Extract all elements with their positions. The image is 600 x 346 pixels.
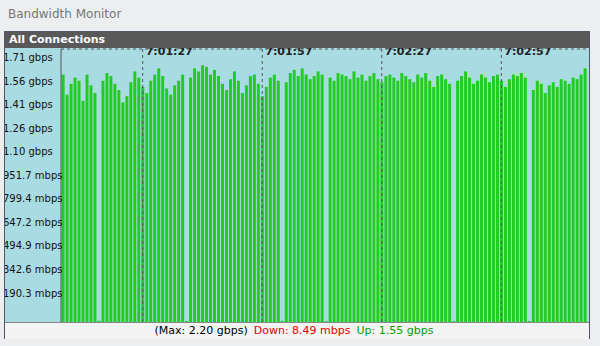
html-text:All Connections: All Connections bbox=[9, 33, 106, 46]
svg-text:342.6 mbps: 342.6 mbps bbox=[8, 264, 62, 275]
svg-text:7:02:27: 7:02:27 bbox=[385, 48, 432, 58]
html-text:Up: 1.55 gbps: Up: 1.55 gbps bbox=[356, 324, 434, 337]
svg-text:647.2 mbps: 647.2 mbps bbox=[8, 217, 62, 228]
svg-text:1.10 gbps: 1.10 gbps bbox=[8, 146, 53, 157]
html-text:(Max: 2.20 gbps): (Max: 2.20 gbps) bbox=[154, 324, 248, 337]
svg-text:7:01:27: 7:01:27 bbox=[146, 48, 193, 58]
svg-text:1.41 gbps: 1.41 gbps bbox=[8, 99, 53, 110]
html-text:Down: 8.49 mbps: Down: 8.49 mbps bbox=[253, 324, 351, 337]
svg-text:951.7 mbps: 951.7 mbps bbox=[8, 170, 62, 181]
svg-text:799.4 mbps: 799.4 mbps bbox=[8, 193, 62, 204]
svg-text:7:01:57: 7:01:57 bbox=[265, 48, 312, 58]
svg-text:494.9 mbps: 494.9 mbps bbox=[8, 240, 62, 251]
svg-text:1.56 gbps: 1.56 gbps bbox=[8, 76, 53, 87]
svg-text:7:02:57: 7:02:57 bbox=[504, 48, 551, 58]
html-text:Bandwidth Monitor: Bandwidth Monitor bbox=[8, 7, 122, 21]
svg-text:1.71 gbps: 1.71 gbps bbox=[8, 52, 53, 63]
svg-text:190.3 mbps: 190.3 mbps bbox=[8, 288, 62, 299]
svg-text:1.26 gbps: 1.26 gbps bbox=[8, 123, 53, 134]
